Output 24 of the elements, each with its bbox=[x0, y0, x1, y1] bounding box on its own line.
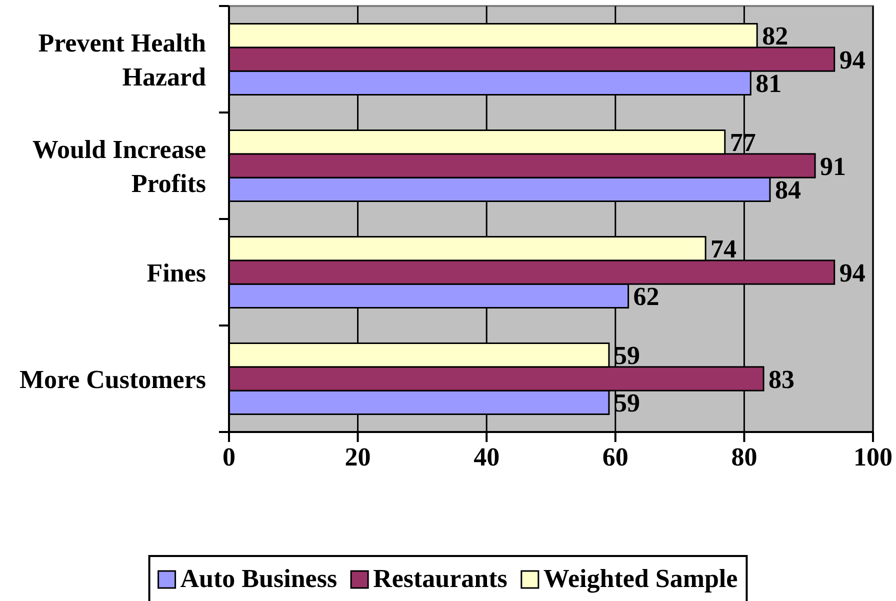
x-tick-label: 40 bbox=[474, 442, 500, 472]
y-tick-label: More Customers bbox=[19, 364, 206, 394]
x-tick-label: 60 bbox=[602, 442, 628, 472]
legend-label: Weighted Sample bbox=[543, 564, 738, 593]
data-label: 82 bbox=[762, 22, 788, 51]
x-tick-label: 100 bbox=[854, 442, 892, 472]
x-tick-label: 80 bbox=[731, 442, 758, 472]
x-tick-label: 0 bbox=[222, 442, 236, 472]
data-label: 94 bbox=[839, 45, 866, 74]
y-tick-label: Prevent Health Hazard bbox=[38, 28, 207, 92]
data-label: 74 bbox=[710, 234, 737, 264]
data-label: 62 bbox=[633, 282, 660, 312]
y-tick-label: Fines bbox=[146, 258, 206, 288]
legend-label: Restaurants bbox=[373, 564, 508, 593]
x-tick-label: 20 bbox=[344, 442, 371, 472]
data-label: 91 bbox=[820, 152, 846, 181]
data-label: 83 bbox=[768, 364, 795, 394]
data-label: 59 bbox=[614, 341, 640, 370]
data-label: 84 bbox=[774, 176, 801, 205]
data-label: 59 bbox=[614, 388, 640, 418]
data-label: 94 bbox=[839, 258, 866, 288]
y-tick-label: Would Increase Profits bbox=[32, 134, 206, 198]
data-label: 81 bbox=[756, 69, 782, 98]
legend-label: Auto Business bbox=[180, 564, 338, 593]
